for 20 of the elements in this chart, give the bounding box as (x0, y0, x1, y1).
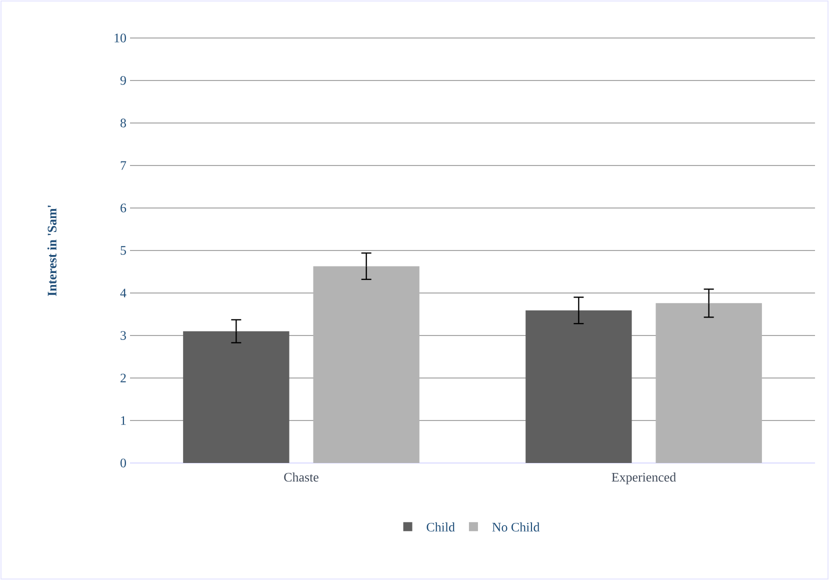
bar (183, 331, 290, 463)
x-tick-label: Chaste (284, 472, 318, 482)
y-tick-label: 1 (121, 416, 126, 425)
y-tick-label: 2 (120, 374, 126, 382)
y-tick-label: 5 (120, 246, 126, 255)
y-tick-label: 3 (120, 331, 126, 340)
x-tick-label: Experienced (612, 472, 676, 484)
y-tick-label: 0 (120, 458, 126, 468)
y-tick-label: 8 (120, 118, 126, 128)
y-tick-label: 4 (120, 288, 126, 298)
y-tick-label: 6 (120, 204, 126, 212)
bar (656, 303, 762, 463)
legend-label: No Child (492, 522, 540, 532)
y-tick-label: 10 (114, 34, 126, 42)
legend-label: Child (426, 522, 455, 532)
bar (526, 310, 632, 463)
bar (313, 266, 420, 463)
y-tick-label: 7 (120, 161, 126, 170)
y-axis-title: Interest in 'Sam' (47, 206, 56, 296)
y-tick-label: 9 (120, 76, 126, 85)
